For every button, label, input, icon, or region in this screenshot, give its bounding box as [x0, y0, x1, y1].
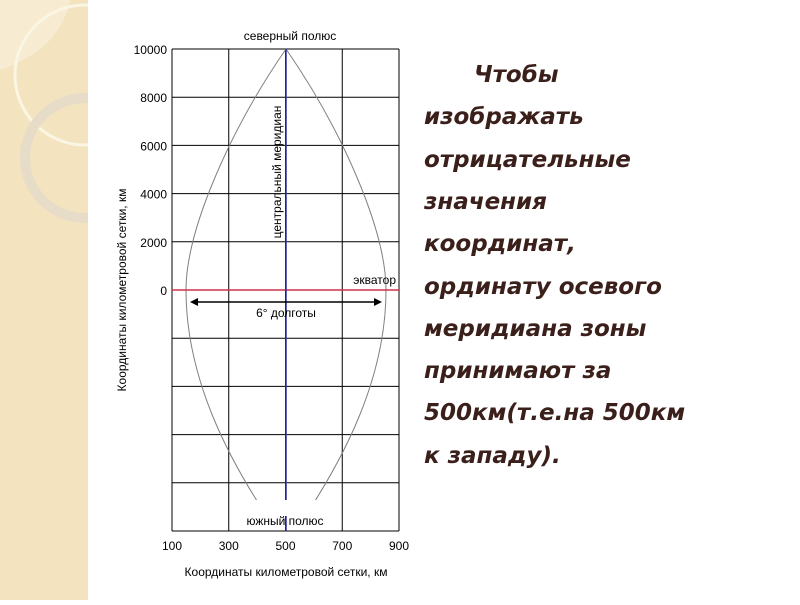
y-tick-label: 4000 — [140, 188, 167, 202]
text-line: меридиана зоны — [424, 315, 647, 342]
text-line: отрицательные — [424, 146, 631, 173]
text-line: принимают за — [424, 358, 612, 385]
y-tick-label: 8000 — [140, 91, 167, 105]
arrow-head-right — [374, 298, 382, 306]
y-tick-label: 10000 — [134, 43, 168, 57]
text-line: 500км(т.е.на 500км — [424, 400, 686, 427]
central-meridian-label: центральный меридиан — [270, 106, 284, 239]
north-pole-label: северный полюс — [244, 29, 336, 43]
x-tick-label: 100 — [162, 539, 182, 553]
text-line: ординату осевого — [424, 273, 662, 300]
equator-label: экватор — [353, 273, 396, 287]
x-tick-label: 300 — [219, 539, 239, 553]
south-pole-label: южный полюс — [246, 514, 323, 528]
text-line: к западу). — [424, 442, 561, 469]
width-label: 6° долготы — [256, 306, 316, 320]
x-tick-label: 700 — [332, 539, 352, 553]
text-line: изображать — [424, 104, 584, 131]
x-tick-label: 500 — [275, 539, 295, 553]
decorative-side-band — [0, 0, 157, 600]
arrow-head-left — [190, 298, 198, 306]
text-line: координат, — [424, 231, 576, 258]
y-axis-label: Координаты километровой сетки, км — [115, 189, 129, 392]
x-axis-label: Координаты километровой сетки, км — [185, 565, 388, 579]
y-tick-label: 6000 — [140, 139, 167, 153]
utm-zone-diagram: северный полюс южный полюс экватор 6° до… — [115, 29, 409, 579]
y-tick-label: 0 — [160, 284, 167, 298]
x-tick-label: 900 — [389, 539, 409, 553]
y-tick-label: 2000 — [140, 236, 167, 250]
text-line: значения — [424, 188, 547, 215]
text-line: Чтобы — [474, 62, 559, 88]
